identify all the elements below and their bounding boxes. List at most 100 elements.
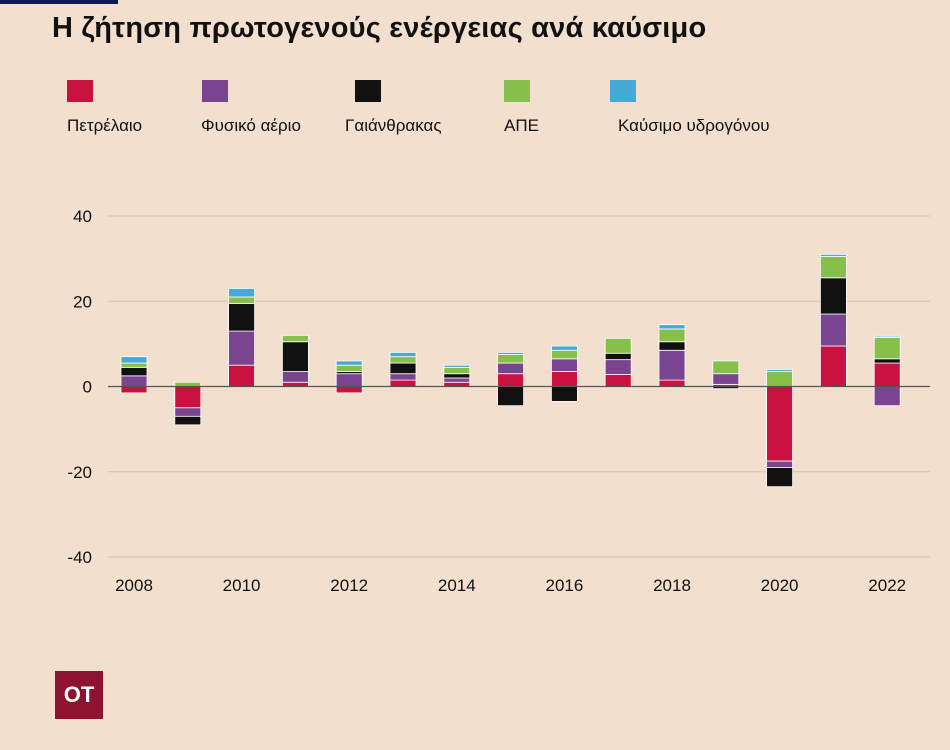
x-tick-label: 2022 bbox=[868, 576, 906, 595]
bar-segment bbox=[335, 360, 363, 366]
bar-segment bbox=[873, 337, 901, 360]
bar-segment bbox=[281, 371, 309, 383]
legend-swatch-oil bbox=[67, 80, 93, 102]
x-tick-label: 2010 bbox=[223, 576, 261, 595]
bar-segment bbox=[604, 374, 632, 387]
bar-segment bbox=[820, 345, 847, 387]
bar-segment bbox=[174, 381, 202, 387]
bar-segment bbox=[712, 373, 740, 385]
bar-segment bbox=[497, 351, 525, 355]
bar-segment bbox=[820, 256, 847, 279]
bar-segment bbox=[604, 352, 632, 361]
bar-segment bbox=[658, 328, 686, 343]
bar-segment bbox=[335, 386, 363, 394]
bar-segment bbox=[120, 386, 148, 394]
bar-segment bbox=[766, 369, 793, 372]
bar-segment bbox=[658, 341, 686, 351]
legend-item-renewables: ΑΠΕ bbox=[504, 80, 539, 135]
bar-segment bbox=[174, 415, 202, 426]
y-tick-label: 20 bbox=[73, 292, 92, 311]
bar-segment bbox=[228, 288, 256, 298]
bar-segment bbox=[389, 362, 417, 375]
legend-label-renewables: ΑΠΕ bbox=[504, 116, 539, 135]
y-tick-label: 0 bbox=[83, 378, 92, 397]
legend-label-coal: Γαιάνθρακας bbox=[345, 116, 442, 135]
bar-segment bbox=[443, 377, 471, 383]
legend-swatch-renewables bbox=[504, 80, 530, 102]
bar-segment bbox=[281, 341, 309, 372]
x-tick-label: 2012 bbox=[330, 576, 368, 595]
legend-swatch-coal bbox=[355, 80, 381, 102]
bar-segment bbox=[389, 356, 417, 364]
bar-segment bbox=[335, 364, 363, 372]
bar-segment bbox=[228, 330, 256, 366]
bar-segment bbox=[551, 371, 578, 387]
bar-segment bbox=[443, 366, 471, 375]
top-accent-bar bbox=[0, 0, 118, 4]
bar-segment bbox=[551, 358, 578, 372]
bar-segment bbox=[551, 349, 578, 360]
bar-segment bbox=[443, 364, 471, 368]
bar-segment bbox=[335, 373, 363, 387]
bar-segment bbox=[228, 302, 256, 332]
x-tick-label: 2018 bbox=[653, 576, 691, 595]
bar-segment bbox=[658, 349, 686, 381]
y-tick-label: -20 bbox=[67, 463, 92, 482]
chart-title: Η ζήτηση πρωτογενούς ενέργειας ανά καύσι… bbox=[52, 12, 707, 44]
bar-segment bbox=[497, 362, 525, 375]
bar-segment bbox=[120, 362, 148, 368]
bar-segment bbox=[281, 334, 309, 343]
bar-segment bbox=[228, 364, 256, 387]
bar-segment bbox=[873, 358, 901, 364]
bar-segment bbox=[497, 354, 525, 364]
bar-segment bbox=[389, 373, 417, 381]
x-tick-label: 2014 bbox=[438, 576, 476, 595]
bar-segment bbox=[766, 371, 793, 387]
legend-label-hydrogen: Καύσιμο υδρογόνου bbox=[618, 116, 770, 135]
bar-segment bbox=[389, 379, 417, 387]
bar-segment bbox=[443, 373, 471, 379]
bar-segment bbox=[120, 366, 148, 377]
legend-item-coal: Γαιάνθρακας bbox=[345, 80, 442, 135]
bar-segment bbox=[604, 359, 632, 375]
bar-segment bbox=[120, 375, 148, 387]
bar-segment bbox=[766, 467, 793, 488]
bar-segment bbox=[658, 324, 686, 330]
bar-segment bbox=[820, 277, 847, 315]
bar-segment bbox=[497, 386, 525, 407]
bar-segment bbox=[712, 360, 740, 375]
bar-segment bbox=[497, 373, 525, 387]
bar-segment bbox=[820, 253, 847, 257]
bar-segment bbox=[174, 386, 202, 409]
bar-segment bbox=[658, 379, 686, 387]
bar-segment bbox=[389, 351, 417, 358]
legend-item-oil: Πετρέλαιο bbox=[67, 80, 142, 135]
y-tick-label: 40 bbox=[73, 207, 92, 226]
bar-segment bbox=[551, 386, 578, 402]
bar-segment bbox=[766, 386, 793, 462]
legend-item-hydrogen: Καύσιμο υδρογόνου bbox=[610, 80, 770, 135]
x-tick-label: 2008 bbox=[115, 576, 153, 595]
ot-logo: ΟΤ bbox=[55, 671, 103, 719]
bar-segment bbox=[228, 296, 256, 304]
bar-segment bbox=[281, 381, 309, 387]
x-tick-label: 2016 bbox=[545, 576, 583, 595]
bar-segment bbox=[551, 345, 578, 351]
bar-segment bbox=[120, 356, 148, 364]
x-tick-label: 2020 bbox=[761, 576, 799, 595]
bar-segment bbox=[766, 460, 793, 468]
legend-item-natural-gas: Φυσικό αέριο bbox=[201, 80, 301, 135]
bar-segment bbox=[820, 313, 847, 347]
legend-swatch-natural-gas bbox=[202, 80, 228, 102]
legend-label-oil: Πετρέλαιο bbox=[67, 116, 143, 135]
legend-label-natural-gas: Φυσικό αέριο bbox=[201, 116, 301, 135]
bar-segment bbox=[604, 337, 632, 354]
bar-segment bbox=[873, 386, 901, 407]
bar-segment bbox=[443, 381, 471, 387]
bar-segment bbox=[873, 335, 901, 338]
y-tick-label: -40 bbox=[67, 548, 92, 567]
legend-swatch-hydrogen bbox=[610, 80, 636, 102]
bar-segment bbox=[873, 362, 901, 387]
bar-segment bbox=[174, 407, 202, 417]
